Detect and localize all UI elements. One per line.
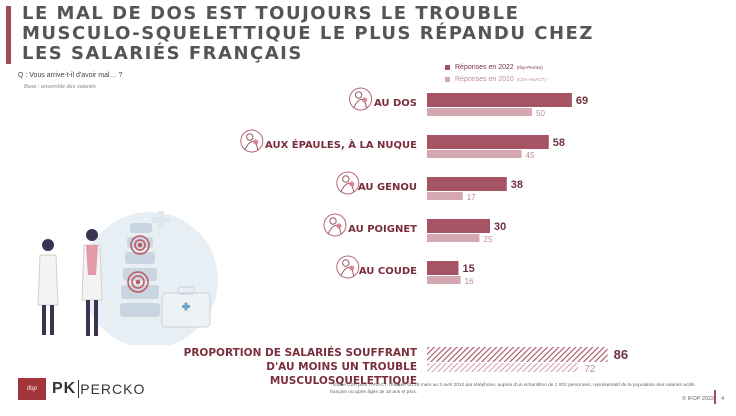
wrist-pain-icon (323, 213, 347, 237)
medical-cross-icon (152, 211, 170, 229)
legend-item-2010: Réponses en 2010 (CSA-ANACT) * (445, 73, 549, 85)
category-label-au-genou: AU GENOU (358, 182, 417, 193)
value-label-2022-au-dos: 69 (576, 95, 588, 107)
chart-bars: AU DOS 69 50 AUX ÉPAULES, À LA NUQUE 58 45 AU … (240, 87, 628, 375)
elbow-pain-icon (336, 255, 360, 279)
summary-label-line-1: PROPORTION DE SALARIÉS SOUFFRANT (183, 347, 417, 359)
value-label-2010-au-coude: 16 (465, 277, 474, 286)
question-text: Q : Vous arrive-t-il d'avoir mal… ? (18, 72, 123, 79)
bar-2022-au-dos (427, 93, 572, 107)
legend-label-2010: Réponses en 2010 (455, 75, 514, 83)
value-label-2022-au-coude: 15 (463, 263, 475, 275)
target-icon (127, 235, 150, 293)
value-label-2010-aux-epaules-a-la-nuque: 45 (526, 151, 535, 160)
back-pain-icon (349, 87, 373, 111)
bar-2010-au-genou (427, 192, 463, 200)
percko-logo-mark: PK (52, 380, 80, 398)
category-label-au-dos: AU DOS (374, 98, 417, 109)
legend-swatch-2010 (445, 76, 450, 82)
percko-logo-text: PERCKO (80, 381, 146, 397)
bar-2022-au-poignet (427, 219, 490, 233)
title-accent-bar (6, 6, 11, 64)
summary-bar-2022 (427, 347, 608, 362)
page-number: 4 (721, 396, 725, 402)
percko-logo: PK PERCKO (52, 380, 145, 398)
summary-value-2022: 86 (614, 347, 628, 362)
value-label-2010-au-genou: 17 (467, 193, 476, 202)
footnote: * Etude CSA pour l'ANACT, réalisée du 29… (330, 383, 695, 395)
copyright: © IFOP 2022 (682, 396, 715, 402)
page-title: LE MAL DE DOS EST TOUJOURS LE TROUBLE MU… (22, 3, 594, 64)
summary-value-2010: 72 (584, 364, 596, 375)
bar-2022-aux-epaules-a-la-nuque (427, 135, 549, 149)
shoulder-pain-icon (240, 129, 264, 153)
legend-item-2022: Réponses en 2022 (Ifop-Percko) (445, 61, 549, 73)
medical-case-icon (161, 286, 211, 328)
bar-2022-au-genou (427, 177, 507, 191)
legend-swatch-2022 (445, 64, 450, 70)
category-label-aux-epaules-a-la-nuque: AUX ÉPAULES, À LA NUQUE (265, 138, 417, 151)
category-label-au-coude: AU COUDE (359, 266, 417, 277)
doctor-figure-icon (37, 229, 103, 336)
bar-2010-aux-epaules-a-la-nuque (427, 150, 522, 158)
ifop-logo: ifop (18, 378, 46, 400)
value-label-2022-aux-epaules-a-la-nuque: 58 (553, 137, 565, 149)
value-label-2010-au-dos: 50 (536, 109, 545, 118)
summary-label: PROPORTION DE SALARIÉS SOUFFRANT D'AU MO… (160, 346, 417, 388)
legend-note-2010: (CSA-ANACT) * (516, 76, 549, 82)
page-separator (714, 390, 716, 404)
bar-2022-au-coude (427, 261, 459, 275)
chart-legend: Réponses en 2022 (Ifop-Percko) Réponses … (445, 61, 549, 85)
bar-2010-au-poignet (427, 234, 480, 242)
legend-note-2022: (Ifop-Percko) (516, 64, 543, 70)
knee-pain-icon (336, 171, 360, 195)
logos: ifop PK PERCKO (18, 378, 145, 400)
medical-illustration (37, 211, 218, 345)
legend-label-2022: Réponses en 2022 (455, 63, 514, 71)
value-label-2022-au-genou: 38 (511, 179, 523, 191)
bar-2010-au-coude (427, 276, 461, 284)
value-label-2022-au-poignet: 30 (494, 221, 506, 233)
summary-label-line-2: D'AU MOINS UN TROUBLE MUSCULOSQUELETTIQU… (266, 361, 417, 387)
summary-bar-2010 (427, 363, 579, 372)
bar-2010-au-dos (427, 108, 532, 116)
category-label-au-poignet: AU POIGNET (348, 224, 417, 235)
value-label-2010-au-poignet: 25 (484, 235, 493, 244)
base-note: Base : ensemble des salariés (24, 84, 96, 90)
